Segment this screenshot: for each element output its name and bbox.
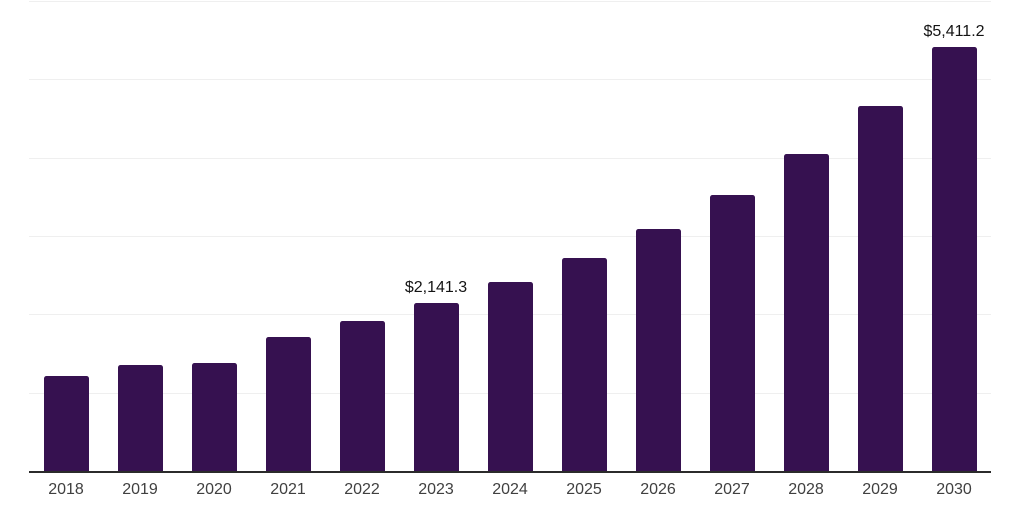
gridline-3000 <box>29 236 991 237</box>
band-2018 <box>29 1 103 471</box>
x-tick-2019: 2019 <box>122 481 158 498</box>
x-tick-2024: 2024 <box>492 481 528 498</box>
x-tick-2026: 2026 <box>640 481 676 498</box>
bar-2026 <box>635 228 681 471</box>
bar-2018 <box>43 376 89 471</box>
value-label-2023: $2,141.3 <box>404 279 468 297</box>
x-tick-2018: 2018 <box>48 481 84 498</box>
x-tick-2030: 2030 <box>936 481 972 498</box>
plot-area: $2,141.3 $5,411.2 <box>29 1 991 473</box>
bar-2022 <box>339 320 385 471</box>
x-tick-2023: 2023 <box>418 481 454 498</box>
x-tick-2021: 2021 <box>270 481 306 498</box>
gridline-4000 <box>29 157 991 159</box>
band-2020 <box>177 1 251 471</box>
bar-2027 <box>709 194 755 471</box>
bar-2030 <box>931 47 977 471</box>
bar-2028 <box>783 154 829 471</box>
band-2027 <box>695 1 769 471</box>
x-axis-labels: 2018 2019 2020 2021 2022 2023 2024 2025 2026 2027… <box>29 482 991 498</box>
x-tick-2025: 2025 <box>566 481 602 498</box>
band-2026 <box>621 1 695 471</box>
bars-container: $2,141.3 $5,411.2 <box>29 1 991 471</box>
band-2022 <box>325 1 399 471</box>
bar-2021 <box>265 337 311 471</box>
x-axis-line <box>29 471 991 473</box>
band-2024 <box>473 1 547 471</box>
band-2030: $5,411.2 <box>917 1 991 471</box>
bar-2020 <box>191 363 237 471</box>
x-tick-2020: 2020 <box>196 481 232 498</box>
band-2023: $2,141.3 <box>399 1 473 471</box>
band-2028 <box>769 1 843 471</box>
band-2019 <box>103 1 177 471</box>
x-tick-2028: 2028 <box>788 481 824 498</box>
gridline-6000 <box>29 1 991 2</box>
value-label-2030: $5,411.2 <box>923 23 985 41</box>
x-tick-2027: 2027 <box>714 481 750 498</box>
gridline-5000 <box>29 79 991 81</box>
bar-2029 <box>857 105 903 471</box>
bar-2024 <box>487 282 533 471</box>
x-tick-2029: 2029 <box>862 481 898 498</box>
bar-2023 <box>413 303 459 471</box>
bar-2019 <box>117 365 163 471</box>
bar-2025 <box>561 258 607 471</box>
x-tick-2022: 2022 <box>344 481 380 498</box>
band-2029 <box>843 1 917 471</box>
band-2021 <box>251 1 325 471</box>
band-2025 <box>547 1 621 471</box>
